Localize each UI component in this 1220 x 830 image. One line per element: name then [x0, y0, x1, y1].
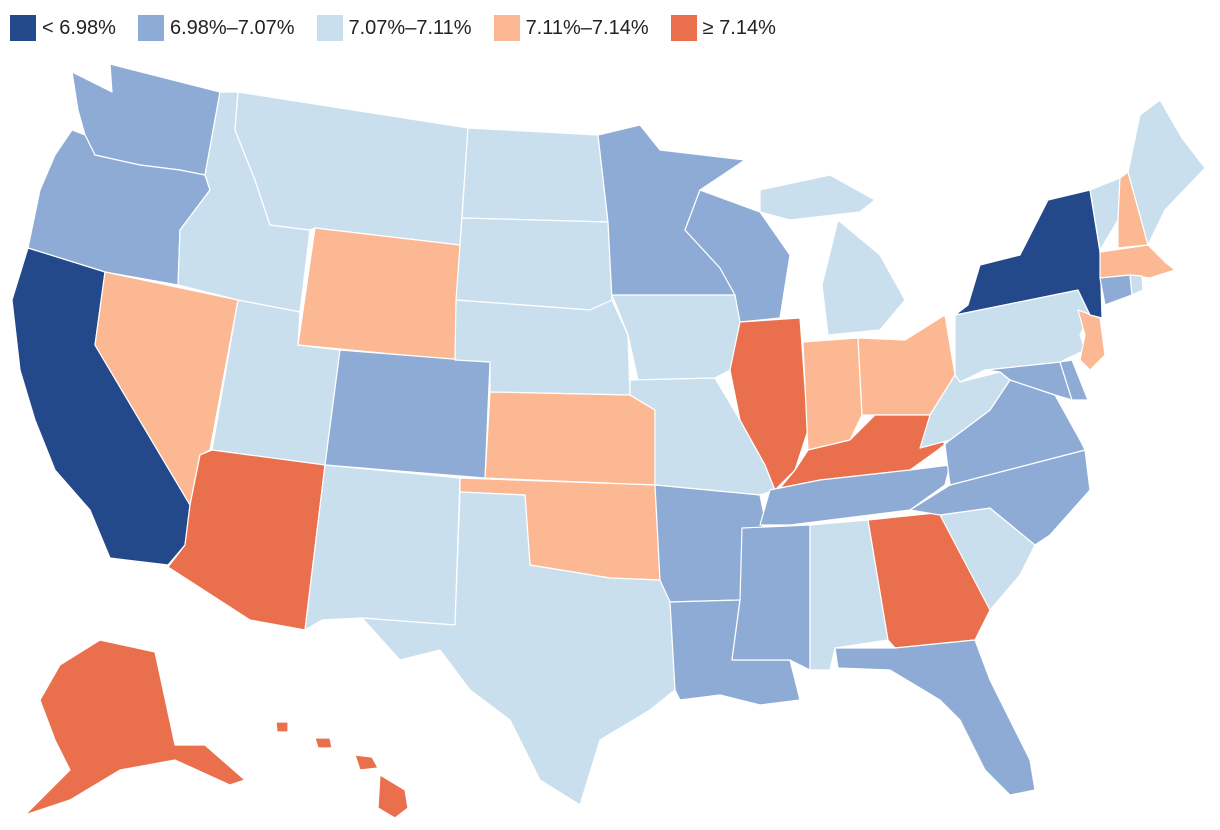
- state-michigan-lower[interactable]: [821, 219, 906, 336]
- state-hawaii-kauai[interactable]: [275, 721, 289, 733]
- state-south-dakota[interactable]: [455, 217, 613, 311]
- state-missouri[interactable]: [629, 377, 776, 496]
- legend-swatch: [10, 15, 36, 41]
- legend-swatch: [316, 15, 343, 41]
- legend-swatch: [670, 15, 697, 41]
- legend-label: ≥ 7.14%: [702, 16, 776, 39]
- legend-swatch: [137, 15, 164, 41]
- state-hawaii-maui[interactable]: [354, 754, 379, 771]
- legend-item-bin-5: ≥ 7.14%: [670, 15, 776, 41]
- state-hawaii-big-island[interactable]: [377, 774, 409, 819]
- state-massachusetts[interactable]: [1099, 244, 1176, 279]
- map-legend: < 6.98% 6.98%–7.07% 7.07%–7.11% 7.11%–7.…: [10, 13, 798, 43]
- legend-label: 7.07%–7.11%: [348, 16, 472, 39]
- state-colorado[interactable]: [324, 349, 491, 479]
- state-maine[interactable]: [1127, 99, 1206, 246]
- state-mississippi[interactable]: [731, 524, 811, 671]
- state-connecticut[interactable]: [1099, 274, 1133, 306]
- legend-item-bin-2: 6.98%–7.07%: [137, 15, 295, 41]
- state-indiana[interactable]: [802, 337, 863, 451]
- state-iowa[interactable]: [611, 294, 746, 381]
- state-kansas[interactable]: [484, 391, 656, 486]
- legend-item-bin-4: 7.11%–7.14%: [493, 15, 649, 41]
- state-wisconsin[interactable]: [684, 189, 791, 323]
- state-wyoming[interactable]: [297, 227, 461, 361]
- state-florida[interactable]: [834, 639, 1036, 796]
- state-texas[interactable]: [361, 491, 676, 806]
- state-hawaii-oahu[interactable]: [314, 737, 333, 749]
- state-north-dakota[interactable]: [461, 127, 609, 223]
- state-delaware[interactable]: [1059, 359, 1089, 401]
- legend-label: 7.11%–7.14%: [525, 16, 649, 39]
- legend-label: 6.98%–7.07%: [169, 16, 295, 39]
- state-new-mexico[interactable]: [304, 464, 461, 631]
- state-michigan[interactable]: [759, 174, 876, 221]
- legend-swatch: [493, 15, 520, 41]
- state-rhode-island[interactable]: [1129, 274, 1144, 296]
- state-tennessee[interactable]: [759, 464, 951, 526]
- legend-item-bin-1: < 6.98%: [10, 15, 116, 41]
- state-alaska[interactable]: [24, 639, 246, 816]
- legend-label: < 6.98%: [42, 16, 116, 39]
- state-new-hampshire[interactable]: [1117, 171, 1149, 249]
- legend-item-bin-3: 7.07%–7.11%: [316, 15, 472, 41]
- state-montana[interactable]: [234, 91, 469, 246]
